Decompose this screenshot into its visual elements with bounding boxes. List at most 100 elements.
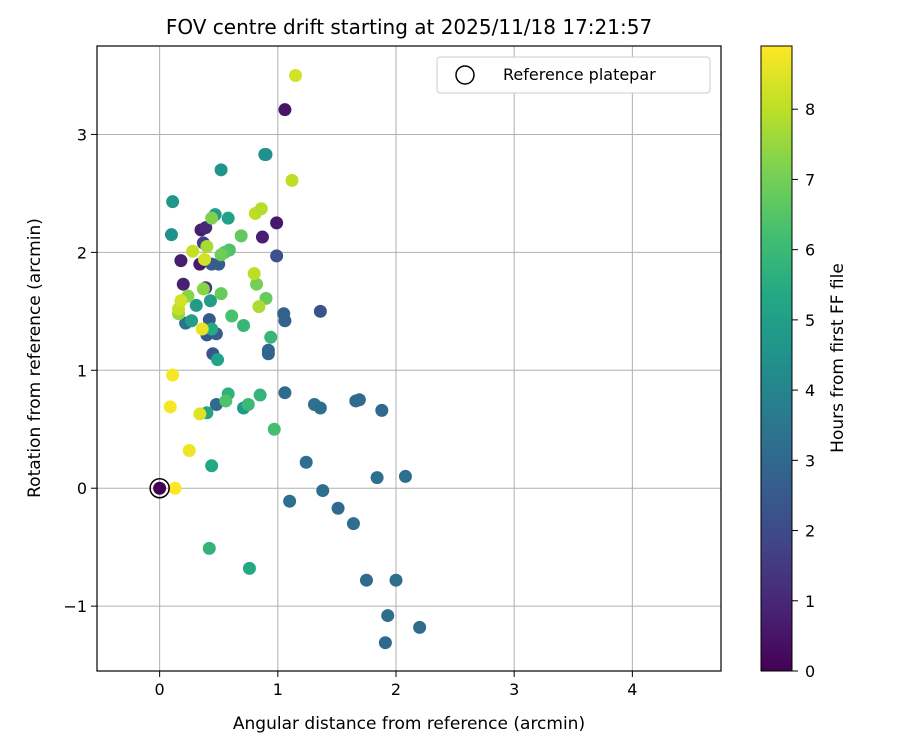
scatter-point [253, 388, 267, 402]
y-tick-label: 1 [77, 361, 87, 380]
scatter-point [241, 397, 255, 411]
scatter-point [176, 277, 190, 291]
scatter-point [331, 501, 345, 515]
colorbar-label: Hours from first FF file [828, 263, 848, 453]
scatter-point [247, 267, 261, 281]
legend: Reference platepar [436, 56, 711, 94]
plot-frame [96, 45, 722, 672]
scatter-point [359, 573, 373, 587]
x-tick-label: 3 [509, 680, 519, 699]
scatter-point [285, 173, 299, 187]
x-tick-label: 1 [273, 680, 283, 699]
scatter-point [166, 195, 180, 209]
colorbar-tick-label: 7 [805, 170, 815, 189]
colorbar-tick-label: 1 [805, 592, 815, 611]
colorbar-tick-label: 8 [805, 100, 815, 119]
scatter-point [278, 386, 292, 400]
scatter-point [313, 401, 327, 415]
scatter-point [346, 517, 360, 531]
scatter-point [375, 403, 389, 417]
scatter-point [299, 455, 313, 469]
colorbar-tick-label: 4 [805, 381, 815, 400]
scatter-point [278, 103, 292, 117]
x-axis-ticks: 0 1 2 3 4 [155, 671, 637, 699]
colorbar-tick-label: 0 [805, 662, 815, 681]
scatter-point [389, 573, 403, 587]
legend-marker [455, 65, 475, 85]
scatter-point [182, 443, 196, 457]
scatter-point [199, 221, 213, 235]
scatter-point [381, 609, 395, 623]
legend-label: Reference platepar [503, 65, 656, 84]
scatter-point [219, 394, 233, 408]
scatter-point [378, 636, 392, 650]
scatter-point [205, 459, 219, 473]
scatter-point [168, 481, 182, 495]
grid [97, 46, 721, 671]
scatter-point [163, 400, 177, 414]
colorbar-tick-label: 5 [805, 311, 815, 330]
scatter-point [270, 249, 284, 263]
y-tick-label: 2 [77, 243, 87, 262]
colorbar-tick-label: 6 [805, 241, 815, 260]
scatter-point [255, 230, 269, 244]
scatter-point [278, 314, 292, 328]
scatter-point [258, 147, 272, 161]
scatter-point [270, 216, 284, 230]
scatter-point [198, 252, 212, 266]
scatter-point [252, 300, 266, 314]
colorbar-tick-label: 2 [805, 522, 815, 541]
scatter-point [211, 353, 225, 367]
scatter-point [174, 294, 188, 308]
colorbar-ticks: 0 1 2 3 4 5 6 7 8 [792, 100, 815, 681]
colorbar-gradient [760, 45, 793, 672]
scatter-point [185, 314, 199, 328]
scatter-point [313, 304, 327, 318]
scatter-point [237, 318, 251, 332]
x-tick-label: 4 [627, 680, 637, 699]
colorbar: 0 1 2 3 4 5 6 7 8 Hours from first FF file [760, 45, 848, 681]
scatter-point [186, 244, 200, 258]
data-points [163, 68, 427, 650]
scatter-point [254, 202, 268, 216]
scatter-point [203, 294, 217, 308]
scatter-point [195, 322, 209, 336]
scatter-point [200, 239, 214, 253]
scatter-point [398, 469, 412, 483]
reference-point [153, 481, 167, 495]
scatter-point [225, 309, 239, 323]
y-tick-label: 0 [77, 479, 87, 498]
scatter-point [214, 163, 228, 177]
scatter-point [221, 211, 235, 225]
scatter-point [234, 229, 248, 243]
scatter-point [267, 422, 281, 436]
x-axis-label: Angular distance from reference (arcmin) [233, 714, 585, 734]
scatter-point [202, 541, 216, 555]
scatter-point [193, 407, 207, 421]
scatter-point [242, 561, 256, 575]
scatter-point [214, 287, 228, 301]
scatter-point [264, 330, 278, 344]
legend-box [436, 56, 711, 94]
y-tick-label: −1 [63, 597, 87, 616]
y-tick-label: 3 [77, 125, 87, 144]
x-tick-label: 2 [391, 680, 401, 699]
scatter-point [205, 322, 219, 336]
scatter-point [205, 211, 219, 225]
scatter-point [283, 494, 297, 508]
scatter-point [174, 254, 188, 268]
reference-marker [149, 477, 170, 499]
scatter-point [413, 620, 427, 634]
reference-ring [149, 477, 170, 499]
chart-title: FOV centre drift starting at 2025/11/18 … [166, 15, 652, 39]
y-axis-label: Rotation from reference (arcmin) [25, 218, 45, 498]
scatter-point [261, 347, 275, 361]
scatter-point [164, 228, 178, 242]
y-axis-ticks: −1 0 1 2 3 [63, 125, 97, 616]
scatter-point [250, 277, 264, 291]
scatter-point [214, 248, 228, 262]
scatter-point [196, 282, 210, 296]
colorbar-tick-label: 3 [805, 451, 815, 470]
scatter-point [289, 68, 303, 82]
